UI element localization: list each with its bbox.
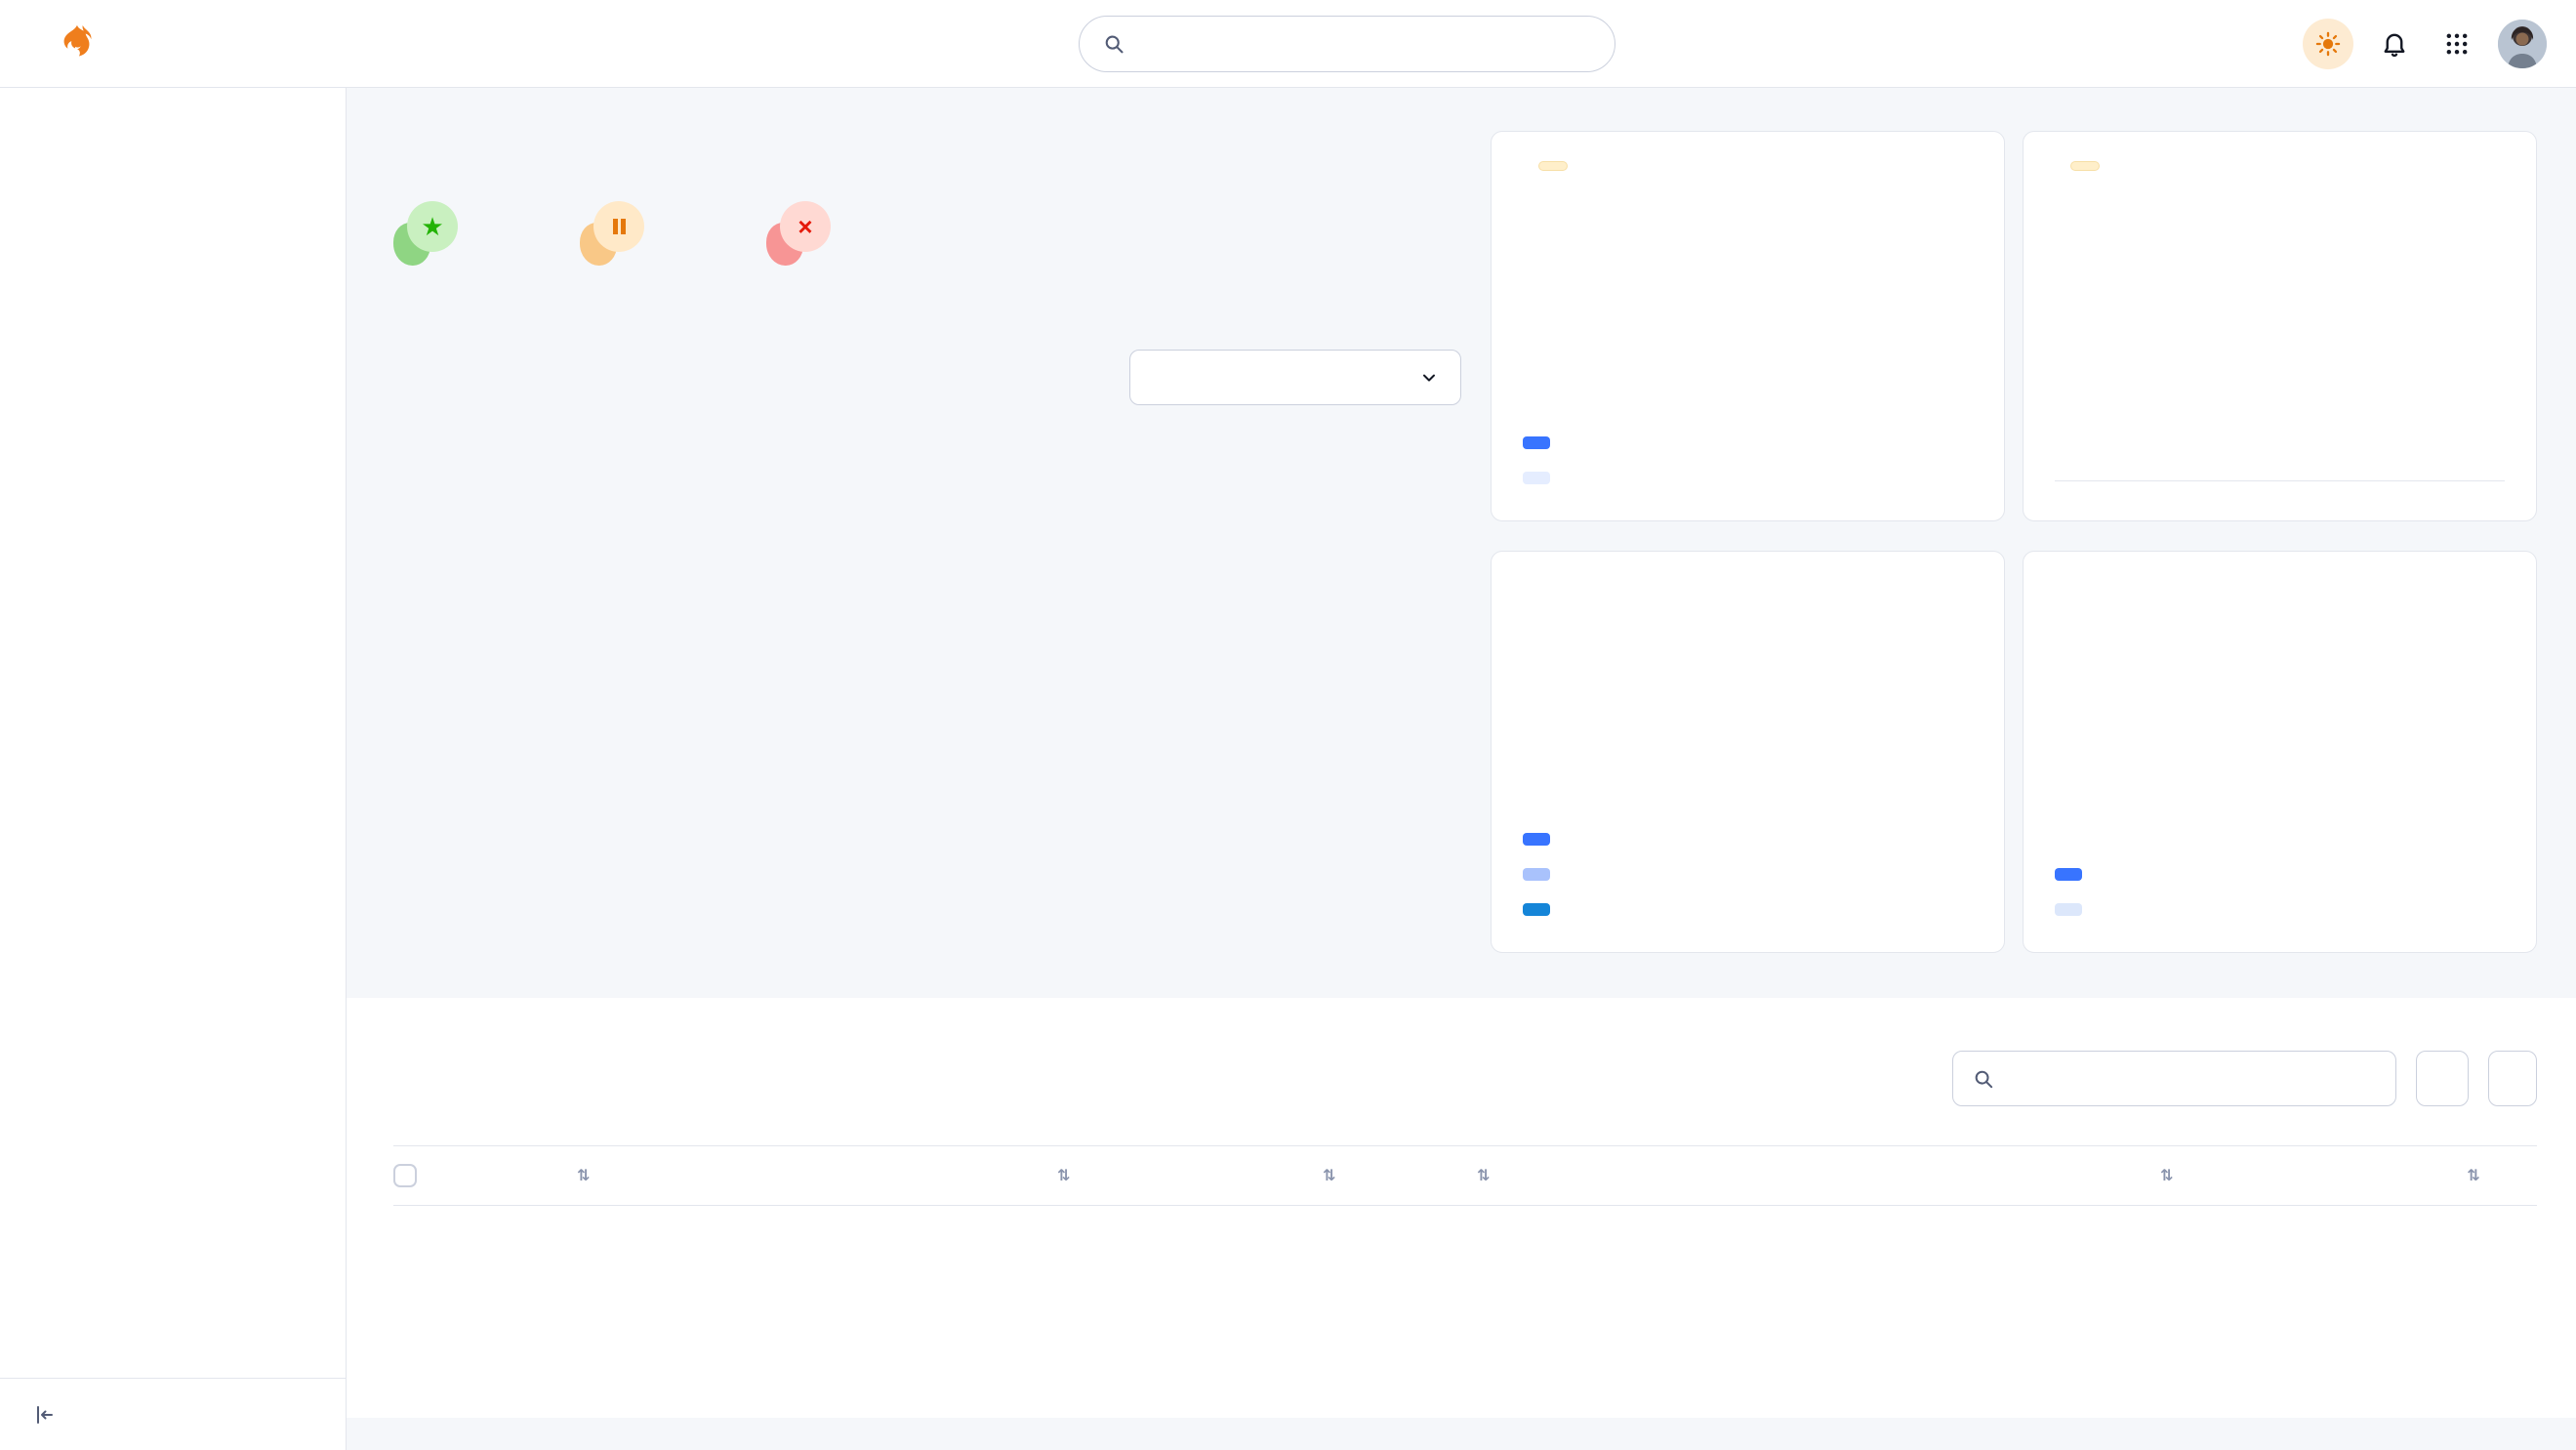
search-icon [1105, 35, 1124, 54]
new-customers-card [2023, 131, 2537, 521]
sun-icon [2315, 31, 2341, 56]
new-customers-x-axis [2055, 480, 2505, 495]
global-search[interactable] [1079, 16, 1615, 72]
coupons-legend [1523, 821, 1973, 927]
chevron-down-icon [1423, 374, 1435, 381]
new-customers-line-chart [2055, 259, 2505, 442]
sort-icon: ⇅ [1477, 1168, 1491, 1184]
paying-vs-nonpaying-card [2023, 551, 2537, 953]
col-customer[interactable]: ⇅ [1049, 1166, 1315, 1185]
trend-badge [1538, 161, 1568, 171]
col-review[interactable]: ⇅ [1469, 1166, 2152, 1185]
stat-orders-on-hold [580, 201, 664, 266]
theme-toggle-button[interactable] [2303, 18, 2353, 69]
notifications-button[interactable] [2373, 22, 2416, 65]
pause-icon [593, 201, 644, 252]
legend-swatch [2055, 867, 2082, 881]
reviews-search-input[interactable] [2007, 1065, 2376, 1092]
legend-swatch [1523, 902, 1550, 916]
all-products-button[interactable] [2416, 1051, 2469, 1106]
sort-icon: ⇅ [2467, 1168, 2480, 1184]
apps-grid-icon [2446, 33, 2468, 54]
phoenix-flame-icon [63, 24, 92, 56]
select-all-checkbox[interactable] [393, 1164, 417, 1187]
paying-gauge-chart [2114, 698, 2446, 879]
latest-reviews-section: ⇅ ⇅ ⇅ ⇅ ⇅ ⇅ [347, 998, 2576, 1418]
total-sells-x-axis [393, 838, 1461, 877]
global-search-input[interactable] [1138, 31, 1591, 57]
reviews-table-header: ⇅ ⇅ ⇅ ⇅ ⇅ ⇅ [393, 1145, 2537, 1206]
legend-swatch [2055, 902, 2082, 916]
top-coupons-card [1491, 551, 2005, 953]
col-rating[interactable]: ⇅ [1315, 1166, 1469, 1185]
col-time[interactable]: ⇅ [2353, 1166, 2480, 1185]
brand-logo[interactable] [55, 21, 112, 66]
date-range-select[interactable] [1129, 350, 1461, 405]
bell-icon [2384, 33, 2405, 57]
collapse-view-button[interactable] [0, 1378, 346, 1450]
legend-swatch [1523, 471, 1550, 484]
collapse-icon [37, 1405, 53, 1424]
sort-icon: ⇅ [2160, 1168, 2174, 1184]
reviews-search[interactable] [1952, 1051, 2396, 1106]
total-sells-chart [393, 431, 1461, 826]
sort-icon: ⇅ [1323, 1168, 1336, 1184]
legend-swatch [1523, 867, 1550, 881]
apps-menu-button[interactable] [2435, 22, 2478, 65]
col-status[interactable]: ⇅ [2152, 1166, 2353, 1185]
search-icon [1975, 1070, 1993, 1088]
reviews-table: ⇅ ⇅ ⇅ ⇅ ⇅ ⇅ [393, 1145, 2537, 1206]
total-orders-card [1491, 131, 2005, 521]
stat-new-orders: ★ [393, 201, 477, 266]
top-navbar [0, 0, 2576, 88]
sort-icon: ⇅ [1057, 1168, 1071, 1184]
paying-legend [2055, 856, 2505, 927]
col-product[interactable]: ⇅ [569, 1166, 1049, 1185]
avatar-photo [2498, 19, 2547, 68]
quick-stats: ★ × [393, 201, 1461, 266]
main-content: ★ × [347, 88, 2576, 1450]
reviews-more-button[interactable] [2488, 1051, 2537, 1106]
trend-badge [2070, 161, 2100, 171]
orders-legend [1523, 425, 1973, 495]
legend-swatch [1523, 435, 1550, 449]
sort-icon: ⇅ [577, 1168, 591, 1184]
user-avatar[interactable] [2498, 19, 2547, 68]
legend-swatch [1523, 832, 1550, 846]
stat-out-of-stock: × [766, 201, 850, 266]
star-icon: ★ [407, 201, 458, 252]
x-icon: × [780, 201, 831, 252]
sidebar-nav [0, 88, 347, 1450]
